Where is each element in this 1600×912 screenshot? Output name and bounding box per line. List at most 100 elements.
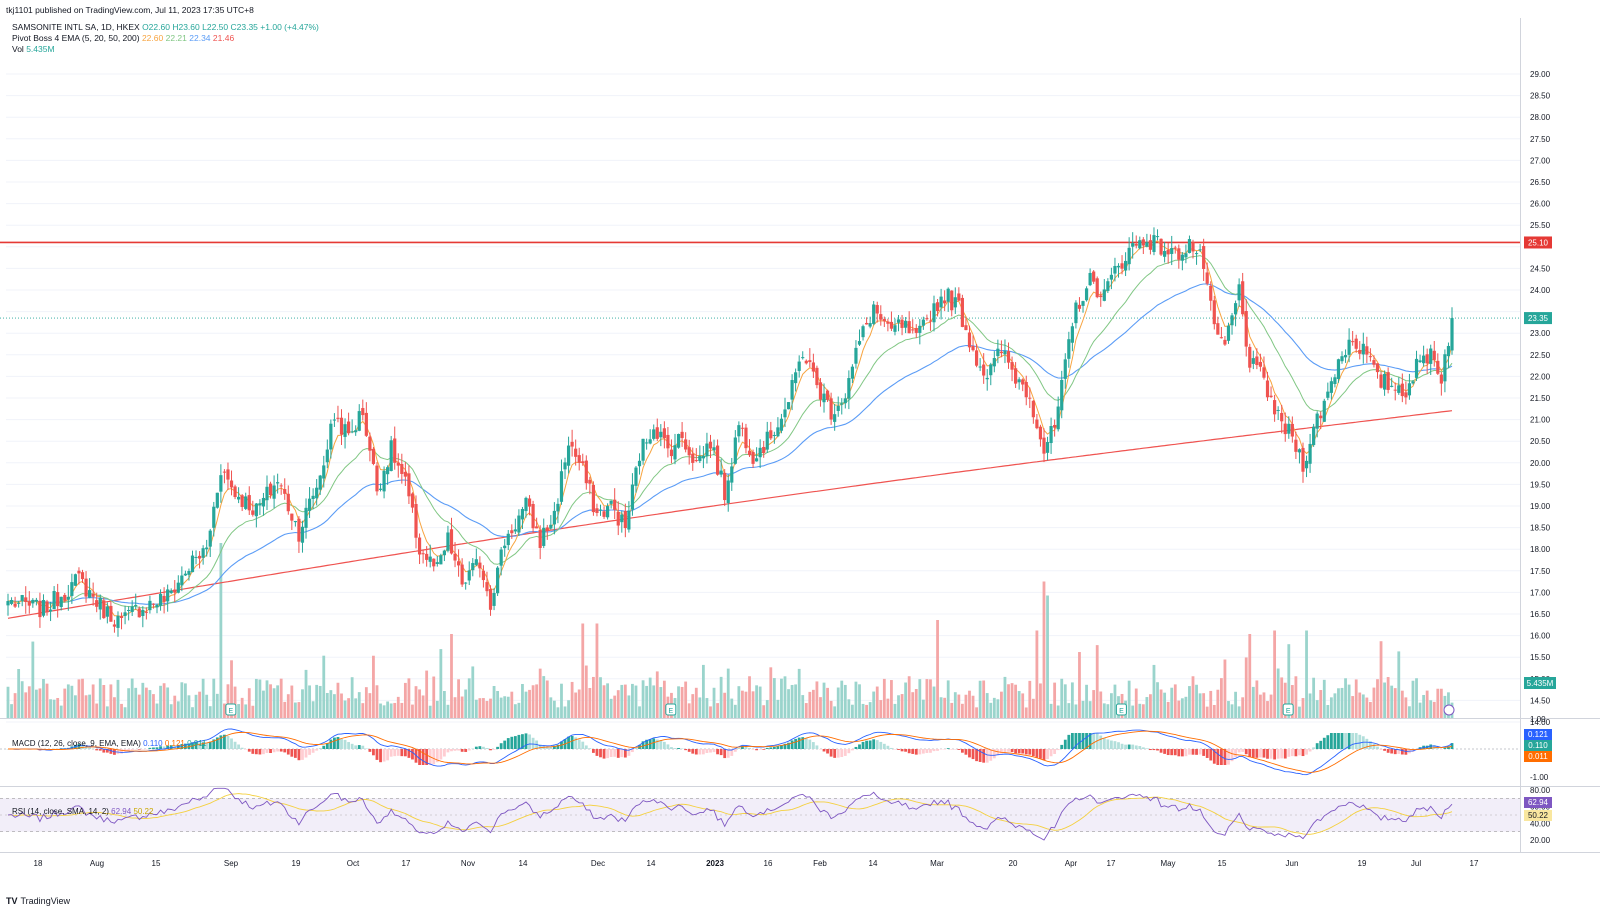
volume-bar [364, 687, 368, 718]
candle-body [1173, 247, 1177, 249]
volume-bar [1000, 691, 1003, 718]
macd-hist-bar [418, 749, 421, 765]
candle-body [421, 553, 425, 555]
macd-hist-bar [513, 736, 517, 749]
macd-hist-bar [201, 742, 205, 749]
volume-bar [63, 688, 67, 718]
volume-bar [1021, 693, 1025, 718]
macd-hist-bar [446, 749, 450, 753]
grid [6, 73, 1520, 723]
macd-hist-bar [1198, 749, 1202, 755]
macd-hist-bar [354, 745, 358, 749]
volume-bar [1205, 706, 1209, 718]
earnings-marker [225, 703, 237, 716]
price-tick-label: 20.00 [1530, 459, 1551, 468]
volume-bar [826, 687, 829, 718]
candle-body [1049, 426, 1053, 444]
macd-hist-bar [616, 749, 620, 758]
time-tick-label: Nov [461, 859, 475, 868]
candle-body [726, 480, 730, 504]
volume-bar [148, 690, 152, 718]
macd-hist-bar [336, 737, 340, 749]
volume-bar [882, 678, 886, 718]
volume-bar [964, 694, 968, 718]
volume-bar [414, 686, 418, 718]
macd-hist-bar [666, 744, 670, 749]
volume-bar [698, 697, 702, 718]
volume-bar [684, 681, 688, 718]
macd-hist-bar [936, 749, 939, 751]
candle-body [396, 462, 400, 466]
macd-hist-bar [244, 749, 248, 750]
candle-body [1216, 323, 1220, 335]
volume-bar [1078, 652, 1081, 718]
candle-body [953, 297, 957, 308]
macd-hist-bar [1262, 749, 1266, 758]
volume-bar [584, 665, 588, 718]
candle-body [1021, 379, 1025, 385]
macd-hist-bar [1312, 747, 1316, 749]
volume-bar [1024, 707, 1028, 718]
volume-bar [1337, 688, 1340, 718]
macd-hist-bar [819, 749, 822, 750]
macd-hist-bar [1085, 733, 1088, 749]
candle-body [843, 398, 847, 404]
volume-bar [1237, 706, 1241, 718]
macd-hist-bar [953, 749, 957, 750]
volume-bar [293, 702, 297, 718]
ema20-value: 22.21 [165, 33, 187, 43]
macd-hist-bar [1156, 749, 1159, 751]
candle-body [158, 593, 163, 606]
macd-hist-bar [1333, 733, 1337, 749]
price-tick-label: 16.00 [1530, 632, 1551, 641]
volume-bar [900, 694, 904, 718]
candle-body [265, 486, 269, 501]
candle-body [1223, 339, 1227, 345]
volume-bar [375, 685, 379, 718]
time-tick-label: Feb [813, 859, 827, 868]
candle-body [733, 437, 737, 464]
candle-body [1361, 343, 1365, 355]
price-tick-label: 17.00 [1530, 588, 1551, 597]
candle-body [1166, 250, 1170, 255]
candle-body [1450, 318, 1454, 351]
candle-body [1333, 377, 1337, 385]
candle-body [439, 555, 443, 565]
volume-bar [198, 691, 201, 718]
candle-body [882, 319, 886, 322]
price-tick-label: 18.00 [1530, 545, 1551, 554]
volume-bar [631, 683, 634, 718]
macd-hist-bar [435, 749, 439, 763]
time-tick-label: 16 [764, 859, 773, 868]
candle-body [1038, 426, 1043, 440]
macd-hist-bar [652, 738, 656, 749]
volume-bar [1269, 694, 1273, 718]
candle-body [1336, 359, 1341, 379]
price-tick-label: 28.50 [1530, 92, 1551, 101]
macd-hist-bar [631, 749, 634, 753]
macd-hist-bar [59, 748, 63, 749]
volume-bar [258, 679, 262, 718]
macd-hist-bar [836, 749, 840, 758]
price-tick-label: 22.50 [1530, 351, 1551, 360]
candle-body [208, 530, 212, 547]
macd-hist-bar [411, 749, 414, 760]
candle-body [836, 405, 840, 411]
candle-body [751, 451, 755, 464]
volume-bar [574, 692, 578, 718]
macd-hist-bar [1124, 744, 1127, 749]
volume-bar [581, 623, 585, 718]
candle-body [705, 443, 709, 457]
macd-hist-bar [698, 749, 702, 755]
candle-body [151, 603, 156, 605]
volume-bar [858, 684, 861, 718]
macd-hist-bar [950, 749, 954, 750]
volume-bar [162, 683, 166, 718]
macd-hist-bar [425, 749, 429, 765]
time-tick-label: Oct [347, 859, 360, 868]
candle-body [27, 601, 31, 606]
macd-hist-bar [1436, 746, 1440, 749]
tradingview-logo[interactable]: TV TradingView [6, 896, 70, 906]
candle-body [1084, 288, 1089, 301]
